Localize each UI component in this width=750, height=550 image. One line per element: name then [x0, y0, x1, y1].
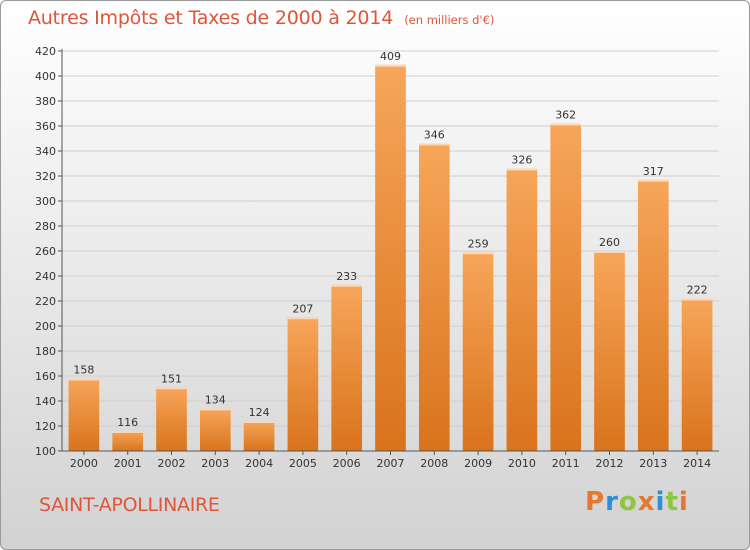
bar-2000 — [68, 378, 100, 451]
y-tick-label-320: 320 — [35, 170, 56, 183]
y-tick-label-180: 180 — [35, 345, 56, 358]
data-label-2002: 151 — [161, 372, 182, 385]
data-label-2014: 222 — [687, 284, 708, 297]
bars-layer: 158 116 151 134 124 207 233 409 346 259 326 362 260 3… — [68, 50, 713, 451]
bar-highlight-2011 — [550, 123, 582, 126]
y-tick-label-220: 220 — [35, 295, 56, 308]
data-label-2005: 207 — [292, 302, 313, 315]
x-tick-label-2007: 2007 — [377, 457, 405, 470]
bar-2001 — [112, 431, 144, 451]
x-tick-label-2009: 2009 — [464, 457, 492, 470]
x-tick-label-2005: 2005 — [289, 457, 317, 470]
y-tick-label-120: 120 — [35, 420, 56, 433]
x-tick-label-2011: 2011 — [552, 457, 580, 470]
data-label-2006: 233 — [336, 270, 357, 283]
y-tick-label-200: 200 — [35, 320, 56, 333]
data-label-2010: 326 — [511, 154, 532, 167]
data-label-2009: 259 — [468, 237, 489, 250]
bar-highlight-2008 — [418, 143, 450, 146]
bar-2006 — [331, 284, 363, 451]
bar-2002 — [156, 387, 187, 451]
logo-letter: i — [655, 487, 666, 517]
proxiti-logo: Proxiti — [585, 487, 689, 517]
bar-2004 — [243, 421, 275, 451]
bar-highlight-2000 — [68, 378, 100, 381]
bar-2011 — [550, 123, 582, 451]
y-tick-label-140: 140 — [35, 395, 56, 408]
bar-2005 — [287, 317, 319, 451]
logo-letter: x — [637, 487, 656, 517]
x-tick-label-2014: 2014 — [683, 457, 711, 470]
y-tick-label-240: 240 — [35, 270, 56, 283]
data-label-2008: 346 — [424, 129, 445, 142]
logo-letter: P — [585, 487, 606, 517]
data-label-2004: 124 — [249, 406, 270, 419]
bar-highlight-2003 — [199, 408, 231, 411]
x-tick-label-2008: 2008 — [420, 457, 448, 470]
bar-highlight-2002 — [156, 387, 187, 390]
bar-2007 — [375, 64, 406, 451]
chart-title: Autres Impôts et Taxes de 2000 à 2014 — [28, 7, 394, 29]
y-tick-label-260: 260 — [35, 245, 56, 258]
x-tick-label-2002: 2002 — [158, 457, 186, 470]
title-row: Autres Impôts et Taxes de 2000 à 2014 (e… — [28, 7, 494, 29]
data-label-2007: 409 — [380, 50, 401, 63]
y-tick-label-360: 360 — [35, 120, 56, 133]
data-label-2001: 116 — [117, 416, 138, 429]
bar-2008 — [418, 143, 450, 451]
logo-letter: t — [665, 487, 679, 517]
y-tick-label-420: 420 — [35, 45, 56, 58]
bar-highlight-2004 — [243, 421, 275, 423]
x-tick-label-2006: 2006 — [333, 457, 361, 470]
chart-subtitle: (en milliers d'€) — [404, 13, 495, 27]
data-label-2013: 317 — [643, 165, 664, 178]
x-tick-label-2000: 2000 — [70, 457, 98, 470]
x-tick-label-2001: 2001 — [114, 457, 142, 470]
bar-2012 — [594, 251, 625, 451]
x-tick-label-2012: 2012 — [596, 457, 624, 470]
logo-letter: r — [605, 487, 619, 517]
bar-highlight-2006 — [331, 284, 363, 287]
data-label-2003: 134 — [205, 394, 226, 407]
commune-name: SAINT-APOLLINAIRE — [39, 494, 220, 516]
logo-letter: o — [618, 487, 638, 517]
y-tick-label-400: 400 — [35, 70, 56, 83]
axes-layer: 100 120 140 160 180 200 220 240 260 280 300 320 340 3… — [35, 45, 719, 470]
bar-highlight-2012 — [594, 251, 625, 253]
bar-highlight-2013 — [637, 179, 669, 182]
bar-highlight-2001 — [112, 431, 144, 433]
bar-highlight-2010 — [506, 168, 538, 171]
data-label-2000: 158 — [73, 364, 94, 377]
y-tick-label-380: 380 — [35, 95, 56, 108]
data-label-2012: 260 — [599, 236, 620, 249]
x-tick-label-2004: 2004 — [245, 457, 273, 470]
bar-highlight-2007 — [375, 64, 406, 67]
x-tick-label-2003: 2003 — [201, 457, 229, 470]
y-tick-label-280: 280 — [35, 220, 56, 233]
x-tick-label-2010: 2010 — [508, 457, 536, 470]
bar-highlight-2005 — [287, 317, 319, 320]
bar-highlight-2014 — [681, 298, 713, 301]
data-label-2011: 362 — [555, 109, 576, 122]
bar-2014 — [681, 298, 713, 451]
y-tick-label-340: 340 — [35, 145, 56, 158]
x-tick-label-2013: 2013 — [639, 457, 667, 470]
y-tick-label-100: 100 — [35, 445, 56, 458]
bar-highlight-2009 — [462, 252, 494, 255]
bar-2010 — [506, 168, 538, 451]
logo-letter: i — [678, 487, 689, 517]
bar-2003 — [199, 408, 231, 451]
bar-2013 — [637, 179, 669, 451]
y-tick-label-160: 160 — [35, 370, 56, 383]
y-tick-label-300: 300 — [35, 195, 56, 208]
bar-2009 — [462, 252, 494, 451]
